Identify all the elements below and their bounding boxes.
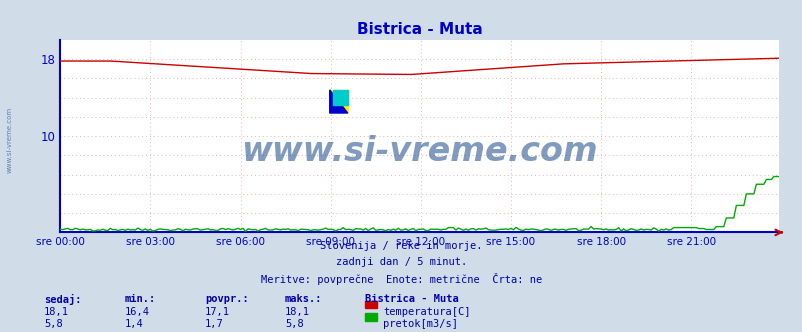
Text: Meritve: povprečne  Enote: metrične  Črta: ne: Meritve: povprečne Enote: metrične Črta:… [261,273,541,285]
Polygon shape [333,90,347,105]
Text: min.:: min.: [124,294,156,304]
Polygon shape [330,90,347,113]
Text: 1,7: 1,7 [205,319,223,329]
Text: www.si-vreme.com: www.si-vreme.com [6,106,13,173]
Text: pretok[m3/s]: pretok[m3/s] [383,319,457,329]
Text: Slovenija / reke in morje.: Slovenija / reke in morje. [320,241,482,251]
Text: 17,1: 17,1 [205,307,229,317]
Text: Bistrica - Muta: Bistrica - Muta [365,294,459,304]
Text: temperatura[C]: temperatura[C] [383,307,470,317]
Text: zadnji dan / 5 minut.: zadnji dan / 5 minut. [335,257,467,267]
Polygon shape [330,90,347,113]
Text: 5,8: 5,8 [285,319,303,329]
Title: Bistrica - Muta: Bistrica - Muta [356,22,482,37]
Text: 16,4: 16,4 [124,307,149,317]
Text: povpr.:: povpr.: [205,294,248,304]
Text: www.si-vreme.com: www.si-vreme.com [241,135,597,168]
Text: 18,1: 18,1 [285,307,310,317]
Text: maks.:: maks.: [285,294,322,304]
Text: 5,8: 5,8 [44,319,63,329]
Text: 1,4: 1,4 [124,319,143,329]
Text: sedaj:: sedaj: [44,294,82,305]
Text: 18,1: 18,1 [44,307,69,317]
